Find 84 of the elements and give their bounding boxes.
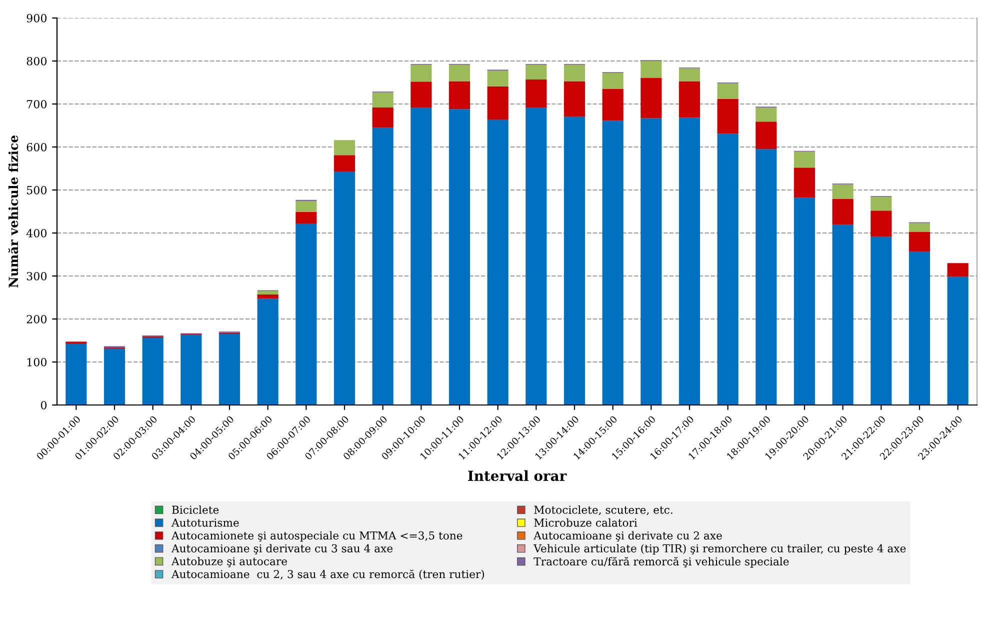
y-axis-title: Număr vehicule fizice [8,136,18,288]
y-tick-label: 700 [27,100,47,108]
bar [410,64,432,82]
bar [487,120,508,405]
bar [257,298,278,405]
legend-label: Autobuze şi autocare [171,556,287,568]
bar [104,348,126,405]
bar [640,118,662,405]
bar [832,199,854,225]
bar [908,252,930,405]
bar [526,64,547,80]
bar [526,79,547,108]
bar [334,155,356,172]
bar [372,92,394,108]
legend-label: Autocamioane cu 2, 3 sau 4 axe cu remorcă (tren rutier) [171,570,484,580]
y-tick-label: 0 [40,400,47,410]
bar [487,86,508,120]
bar [832,184,854,200]
y-tick-label: 800 [26,56,47,66]
y-tick-label: 400 [26,228,47,238]
bar [717,98,738,134]
bar [257,294,278,299]
bar [526,108,547,405]
y-tick-label: 300 [26,272,47,280]
bar [602,73,624,89]
bar [794,168,816,198]
bar [794,152,816,168]
bar [717,83,738,99]
bar [602,120,624,405]
bar [832,224,854,405]
bar [410,82,432,108]
y-tick-label: 900 [26,14,47,22]
bar [678,118,700,405]
bar [756,122,777,150]
bar [296,224,317,405]
legend-label: Microbuze calatori [534,518,638,527]
legend-label: Autocamioane şi derivate cu 3 sau 4 axe [171,544,393,554]
legend-label: Autocamionete şi autospeciale cu MTMA <=3,5 tone [171,531,462,542]
bar [947,263,968,277]
bar [257,291,278,294]
bar [717,134,738,405]
bar [908,232,930,252]
bar [218,334,240,405]
bar [602,88,624,121]
bar [487,70,508,86]
bar [448,64,470,82]
bar [334,172,356,405]
y-tick-label: 200 [26,314,47,324]
bar [640,78,662,118]
x-axis-title: Interval orar [468,470,567,482]
bar [794,198,816,405]
bar [448,109,470,405]
bar [564,116,586,405]
bar [448,81,470,110]
bar [66,344,87,405]
bar [756,149,777,405]
bar [180,334,202,405]
bar [870,196,892,211]
legend-label: Motociclete, scutere, etc. [534,505,672,516]
bar [372,107,394,128]
bar [372,128,394,405]
legend-label: Autoturisme [171,518,239,527]
bar [678,68,700,82]
bar [296,212,317,224]
legend-label: Autocamioane şi derivate cu 2 axe [534,531,722,542]
bar [564,64,586,82]
bar [640,61,662,78]
bar [142,337,164,405]
bar [296,201,317,212]
bar [410,108,432,405]
y-tick-label: 500 [27,186,47,194]
bar [756,107,777,122]
bar [947,276,968,405]
bar [870,236,892,405]
legend-label: Vehicule articulate (tip TIR) şi remorchere cu trailer, cu peste 4 axe [534,544,906,555]
bar [908,223,930,232]
bar [334,140,356,156]
y-tick-label: 600 [26,142,47,152]
bar [870,210,892,237]
bar [564,81,586,117]
legend-label: Biciclete [172,505,219,514]
bar [678,81,700,118]
legend-label: Tractoare cu/fără remorcă şi vehicule speciale [534,556,789,568]
y-tick-label: 100 [27,358,47,366]
